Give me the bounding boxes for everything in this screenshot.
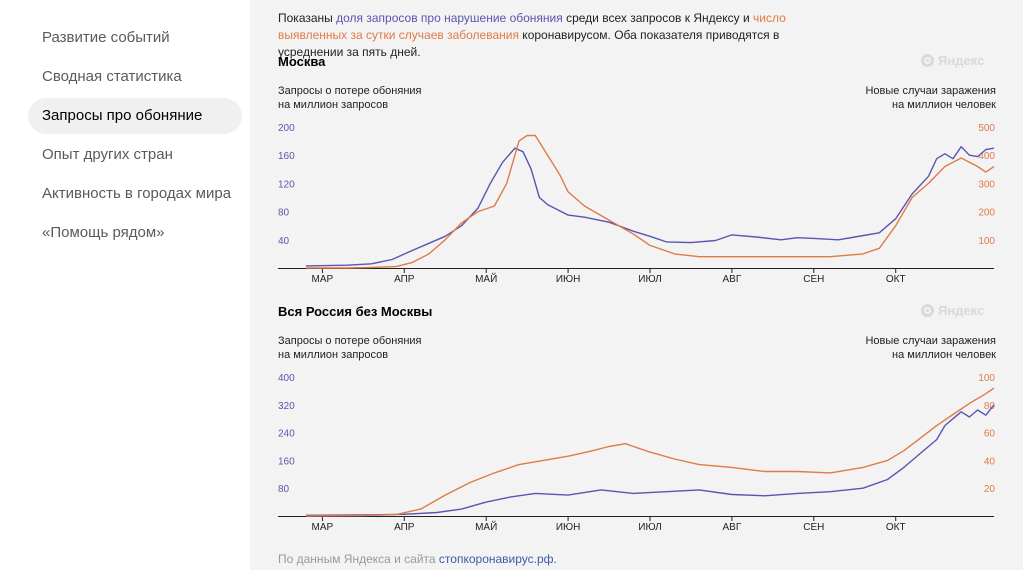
series-line-queries [305, 404, 995, 516]
intro-queries-link[interactable]: доля запросов про нарушение обоняния [336, 11, 563, 25]
y-right-tick-label: 400 [978, 151, 995, 162]
chart-title-moscow: Москва [278, 54, 326, 69]
right-axis-title: Новые случаи заражения на миллион челове… [865, 334, 996, 362]
x-tick-label: СЕН [803, 522, 824, 533]
left-axis-title-line2: на миллион запросов [278, 99, 389, 111]
x-tick-label: СЕН [803, 274, 824, 285]
sidebar: Развитие событий Сводная статистика Запр… [0, 0, 250, 570]
y-left-tick-label: 320 [278, 401, 295, 412]
chart-title-russia: Вся Россия без Москвы [278, 304, 433, 319]
x-tick-label: ОКТ [886, 274, 906, 285]
x-tick-label: ИЮН [556, 274, 581, 285]
intro-part2: среди всех запросов к Яндексу и [562, 11, 754, 25]
y-right-tick-label: 100 [978, 373, 995, 384]
y-left-tick-label: 160 [278, 151, 295, 162]
intro-part1: Показаны [278, 11, 337, 25]
x-tick-label: ОКТ [886, 522, 906, 533]
y-right-tick-label: 500 [978, 123, 995, 134]
right-axis-title-line1: Новые случаи заражения [865, 335, 996, 347]
y-left-tick-label: 400 [278, 373, 295, 384]
yandex-logo-icon [921, 54, 934, 67]
source-link[interactable]: стопкоронавирус.рф. [438, 552, 557, 566]
x-tick-label: ИЮЛ [638, 522, 661, 533]
source-text: По данным Яндекса и сайта [278, 552, 439, 566]
x-tick-label: МАЙ [475, 520, 497, 533]
left-axis-title: Запросы о потере обоняния на миллион зап… [278, 84, 422, 112]
series-line-queries [305, 145, 995, 267]
x-tick-label: ИЮН [556, 522, 581, 533]
left-axis-title-line1: Запросы о потере обоняния [278, 85, 422, 97]
sidebar-item-summary[interactable]: Сводная статистика [42, 68, 182, 85]
right-axis-title: Новые случаи заражения на миллион челове… [865, 84, 996, 112]
source-note: По данным Яндекса и сайта стопкоронавиру… [278, 552, 557, 566]
sidebar-item-other-countries[interactable]: Опыт других стран [42, 146, 173, 163]
moscow-chart: МАР АПР МАЙ ИЮН ИЮЛ АВГ СЕН ОКТ 40 80 120 160 200 100… [278, 123, 995, 285]
x-tick-label: АПР [394, 522, 415, 533]
russia-chart: МАР АПР МАЙ ИЮН ИЮЛ АВГ СЕН ОКТ 80 160 240 320 400 20… [278, 373, 996, 533]
yandex-watermark: Яндекс [921, 53, 984, 68]
intro-part3: коронавирусом. Оба показателя приводятся… [278, 28, 780, 59]
left-axis-title: Запросы о потере обоняния на миллион зап… [278, 334, 422, 362]
yandex-logo-icon [921, 304, 934, 317]
right-axis-title-line2: на миллион человек [892, 349, 996, 361]
x-tick-label: МАР [312, 274, 334, 285]
y-left-tick-label: 120 [278, 179, 295, 190]
y-right-tick-label: 60 [984, 429, 996, 440]
y-left-tick-label: 200 [278, 123, 295, 134]
x-tick-label: ИЮЛ [638, 274, 661, 285]
watermark-text: Яндекс [938, 53, 985, 68]
y-right-tick-label: 300 [978, 179, 995, 190]
x-tick-label: АВГ [723, 274, 742, 285]
y-left-tick-label: 80 [278, 208, 290, 219]
y-left-tick-label: 160 [278, 456, 295, 467]
y-left-tick-label: 80 [278, 484, 290, 495]
y-right-tick-label: 200 [978, 208, 995, 219]
y-left-tick-label: 40 [278, 236, 290, 247]
y-right-tick-label: 20 [984, 484, 996, 495]
x-tick-label: АПР [394, 274, 415, 285]
x-tick-label: АВГ [723, 522, 742, 533]
y-right-tick-label: 100 [978, 236, 995, 247]
y-right-tick-label: 40 [984, 456, 996, 467]
y-left-tick-label: 240 [278, 429, 295, 440]
sidebar-item-world-cities[interactable]: Активность в городах мира [42, 185, 232, 202]
intro-text: Показаны доля запросов про нарушение обо… [278, 10, 838, 61]
x-tick-label: МАЙ [475, 272, 497, 285]
left-axis-title-line1: Запросы о потере обоняния [278, 335, 422, 347]
sidebar-item-help-nearby[interactable]: «Помощь рядом» [42, 224, 165, 241]
series-line-cases [306, 134, 995, 269]
watermark-text: Яндекс [938, 303, 985, 318]
x-tick-label: МАР [312, 522, 334, 533]
sidebar-item-smell-queries[interactable]: Запросы про обоняние [28, 98, 242, 134]
sidebar-item-events[interactable]: Развитие событий [42, 29, 170, 46]
left-axis-title-line2: на миллион запросов [278, 349, 389, 361]
intro-cases-link[interactable]: число выявленных за сутки случаев заболе… [278, 11, 786, 42]
main-content: Показаны доля запросов про нарушение обо… [250, 0, 1023, 570]
right-axis-title-line2: на миллион человек [892, 99, 996, 111]
right-axis-title-line1: Новые случаи заражения [865, 85, 996, 97]
yandex-watermark: Яндекс [921, 303, 984, 318]
series-line-cases [305, 387, 995, 517]
y-right-tick-label: 80 [984, 401, 996, 412]
